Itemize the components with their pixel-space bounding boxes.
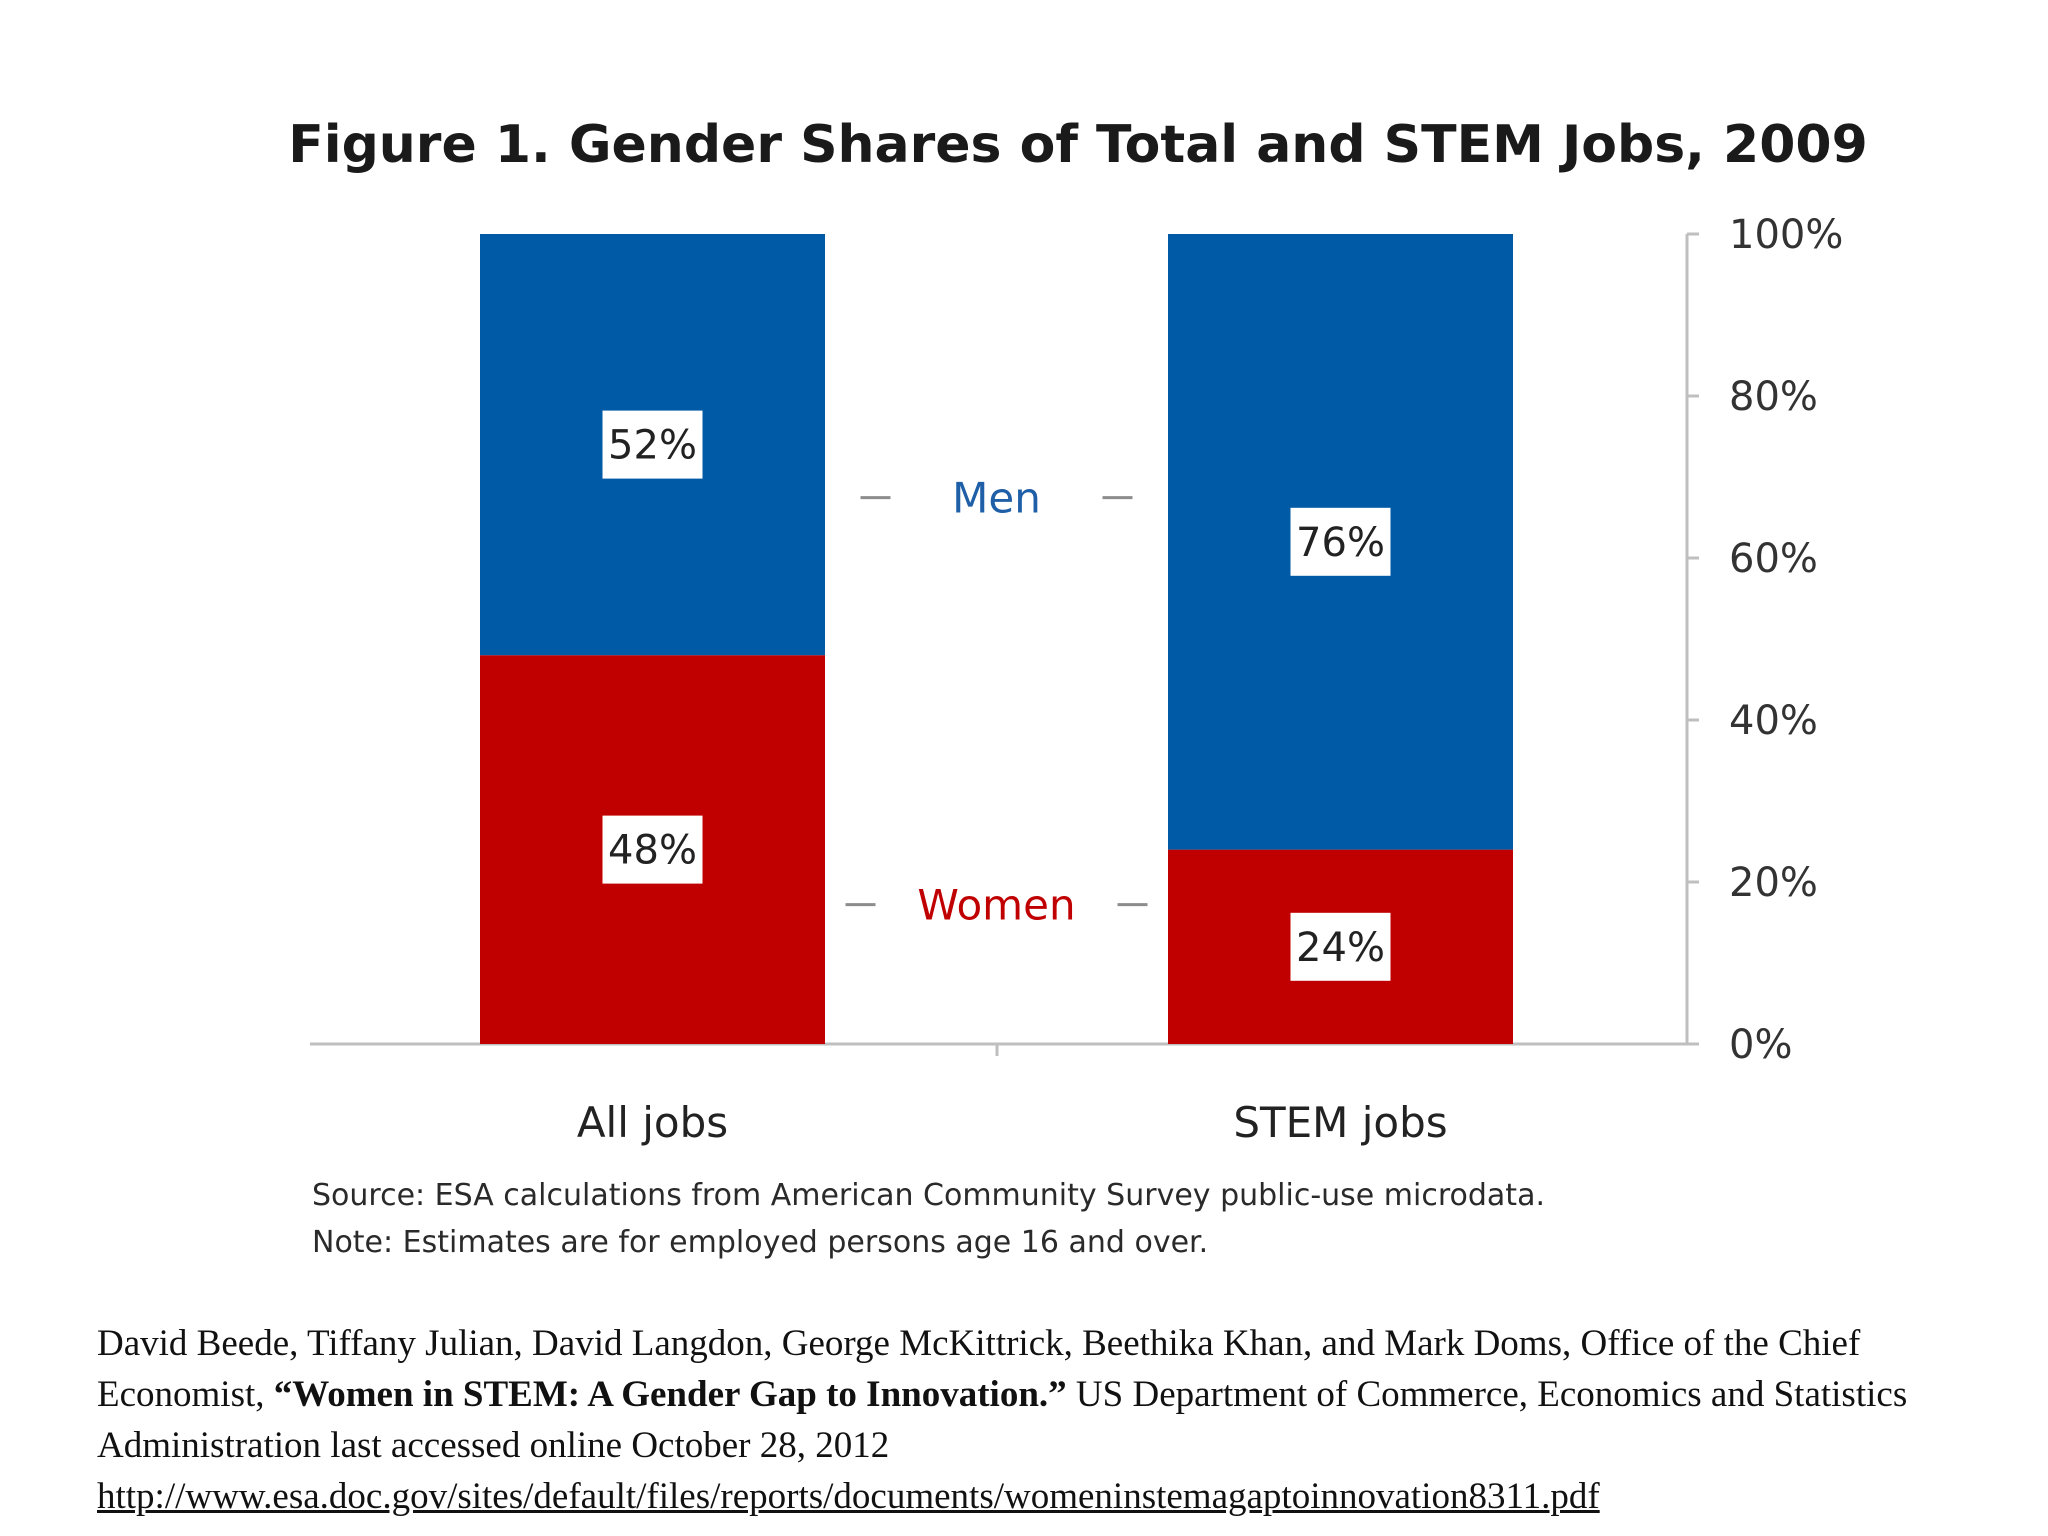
value-label-text: 76% — [1296, 520, 1385, 566]
legend-label-women: Women — [917, 881, 1075, 930]
legend-item-men: Men — [860, 474, 1133, 523]
y-tick-label-0: 0% — [1729, 1022, 1792, 1068]
citation-link[interactable]: http://www.esa.doc.gov/sites/default/fil… — [97, 1476, 1600, 1517]
chart-title: Figure 1. Gender Shares of Total and STE… — [288, 115, 1868, 175]
value-label-box — [602, 410, 703, 479]
value-label-stem-jobs-women: 24% — [1290, 912, 1391, 981]
value-label-text: 52% — [608, 423, 697, 469]
value-label-all-jobs-men: 52% — [602, 410, 703, 479]
chart: Figure 1. Gender Shares of Total and STE… — [288, 115, 1868, 1147]
category-label-all-jobs: All jobs — [577, 1098, 728, 1147]
legend-label-men: Men — [952, 474, 1041, 523]
category-label-stem-jobs: STEM jobs — [1233, 1098, 1447, 1147]
citation-authors: David Beede, Tiffany Julian, David Langd… — [97, 1323, 1861, 1415]
value-label-stem-jobs-men: 76% — [1290, 507, 1391, 576]
value-label-box — [1290, 507, 1391, 576]
y-tick-label-80: 80% — [1729, 374, 1818, 420]
value-label-all-jobs-women: 48% — [602, 815, 703, 884]
value-label-text: 24% — [1296, 925, 1385, 971]
y-tick-label-40: 40% — [1729, 698, 1818, 744]
y-tick-label-20: 20% — [1729, 860, 1818, 906]
value-label-box — [602, 815, 703, 884]
y-tick-label-60: 60% — [1729, 536, 1818, 582]
legend-item-women: Women — [845, 881, 1148, 930]
source-note: Source: ESA calculations from American C… — [312, 1178, 1545, 1213]
citation: David Beede, Tiffany Julian, David Langd… — [97, 1318, 1997, 1522]
citation-title: “Women in STEM: A Gender Gap to Innovati… — [273, 1374, 1067, 1415]
citation-publisher: US Department of Commerce, Economics and… — [97, 1374, 1908, 1466]
y-tick-label-100: 100% — [1729, 212, 1843, 258]
value-label-text: 48% — [608, 828, 697, 874]
estimates-note: Note: Estimates are for employed persons… — [312, 1225, 1209, 1260]
value-label-box — [1290, 912, 1391, 981]
